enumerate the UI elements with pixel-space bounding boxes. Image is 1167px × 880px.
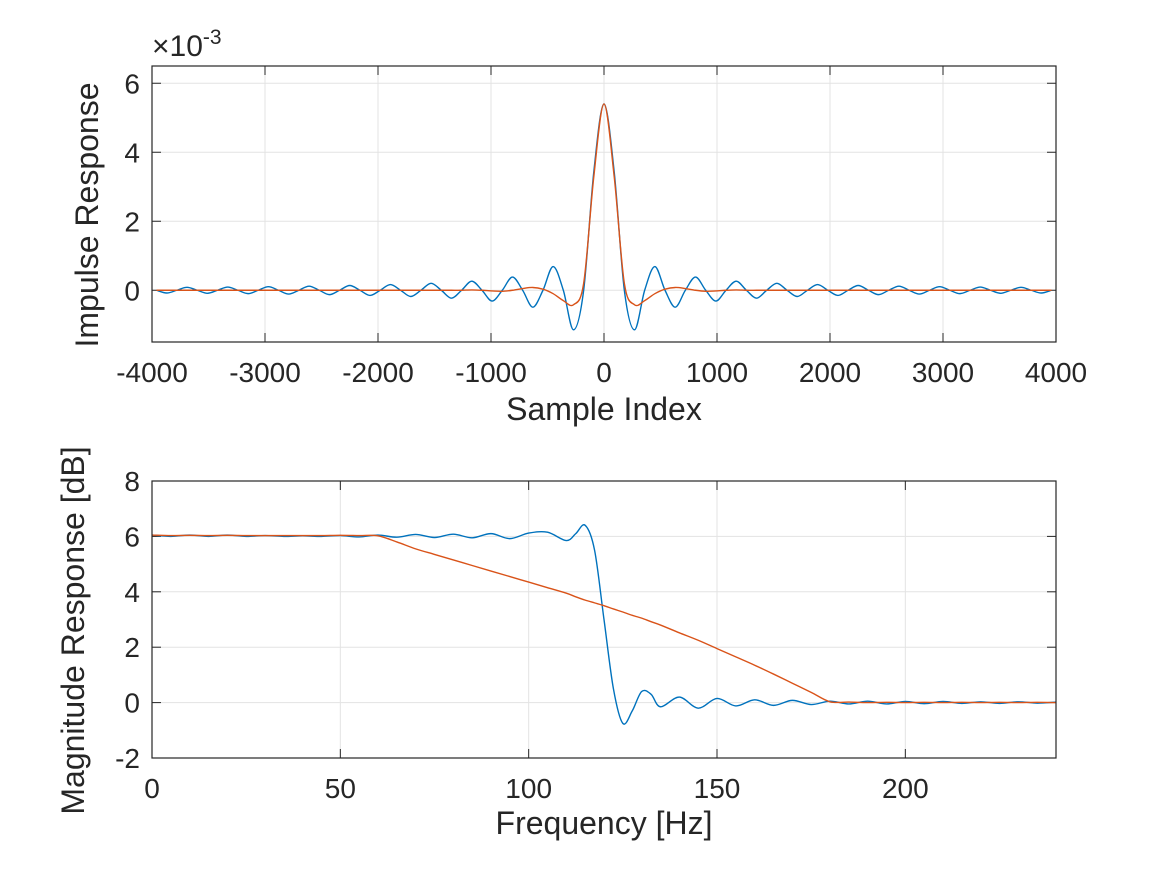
x-axis-label: Frequency [Hz] xyxy=(496,805,713,841)
x-tick-label: 200 xyxy=(882,773,929,804)
y-tick-label: -2 xyxy=(115,743,140,774)
axes-box xyxy=(151,480,1057,759)
x-tick-label: -3000 xyxy=(229,357,301,388)
y-tick-label: 0 xyxy=(124,688,140,719)
y-exponent: ×10-3 xyxy=(152,26,222,63)
axes: -4000 -3000 -2000 -1000 0 1000 2000 3000 4000 0 2 4… xyxy=(69,65,1087,427)
y-tick-label: 2 xyxy=(124,632,140,663)
x-tick-label: -4000 xyxy=(116,357,188,388)
x-tick-label: 2000 xyxy=(799,357,861,388)
exponent: -3 xyxy=(203,26,222,49)
y-tick-label: 6 xyxy=(124,521,140,552)
x-tick-label: 1000 xyxy=(686,357,748,388)
x-tick-label: 4000 xyxy=(1025,357,1087,388)
x-tick-label: 0 xyxy=(144,773,160,804)
y-tick-label: 2 xyxy=(124,206,140,237)
y-tick-label: 4 xyxy=(124,137,140,168)
axes-box xyxy=(151,65,1057,343)
multiplier: ×10 xyxy=(152,30,203,63)
y-tick-label: 8 xyxy=(124,466,140,497)
x-tick-label: 0 xyxy=(596,357,612,388)
y-axis-label: Magnitude Response [dB] xyxy=(55,446,91,814)
x-axis-label: Sample Index xyxy=(506,391,702,427)
y-tick-label: 0 xyxy=(124,275,140,306)
data-line xyxy=(152,524,1056,725)
y-tick-label: 6 xyxy=(124,68,140,99)
x-tick-label: 150 xyxy=(694,773,741,804)
data-line xyxy=(156,103,1052,307)
y-tick-label: 4 xyxy=(124,577,140,608)
x-tick-label: 3000 xyxy=(912,357,974,388)
data-line xyxy=(152,534,1056,704)
x-tick-label: 100 xyxy=(505,773,552,804)
x-tick-label: -1000 xyxy=(455,357,527,388)
x-tick-label: 50 xyxy=(325,773,356,804)
y-axis-label: Impulse Response xyxy=(69,82,105,347)
x-tick-label: -2000 xyxy=(342,357,414,388)
